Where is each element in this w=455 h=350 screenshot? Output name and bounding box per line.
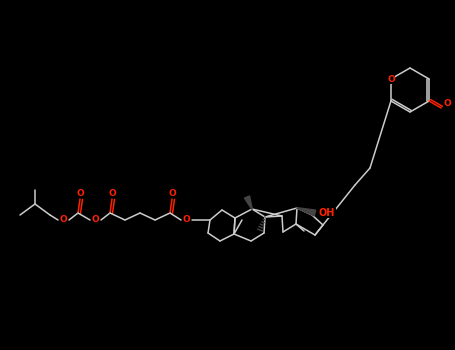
Text: O: O — [182, 216, 190, 224]
Text: O: O — [387, 75, 395, 84]
Text: O: O — [76, 189, 84, 197]
Polygon shape — [297, 208, 316, 216]
Polygon shape — [244, 196, 252, 209]
Text: O: O — [91, 216, 99, 224]
Text: O: O — [108, 189, 116, 197]
Text: OH: OH — [319, 208, 335, 218]
Text: O: O — [443, 99, 451, 108]
Text: O: O — [168, 189, 176, 197]
Text: O: O — [59, 216, 67, 224]
